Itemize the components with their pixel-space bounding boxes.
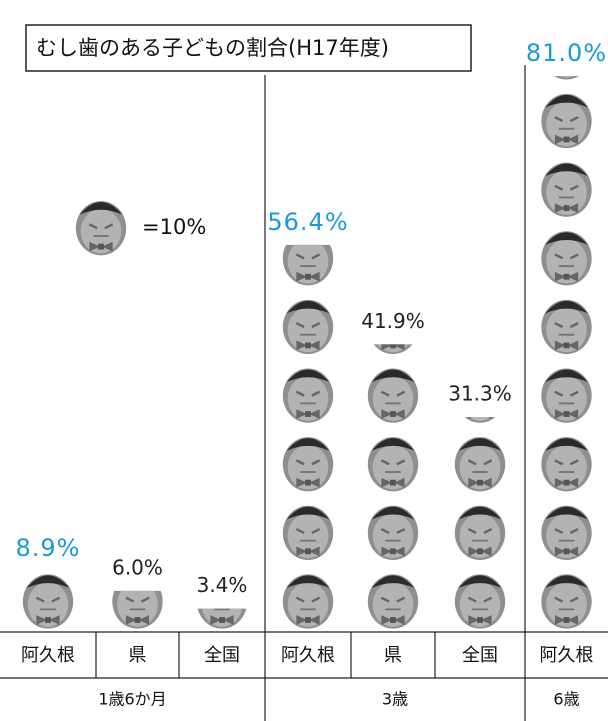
icon — [112, 574, 162, 628]
category-label: 全国 — [204, 645, 240, 666]
legend-icon — [76, 201, 126, 255]
icon — [283, 369, 333, 423]
icon — [455, 574, 505, 628]
group-label: 3歳 — [382, 690, 408, 709]
icon-bar — [455, 369, 505, 629]
icon — [541, 506, 591, 560]
category-label: 阿久根 — [540, 645, 594, 666]
icon-bar — [368, 300, 418, 629]
value-label: 3.4% — [197, 573, 248, 597]
icon — [541, 369, 591, 423]
value-label: 81.0% — [526, 39, 607, 67]
icon — [541, 163, 591, 217]
value-label: 31.3% — [448, 382, 512, 406]
icon — [541, 94, 591, 148]
group-label: 1歳6か月 — [98, 690, 166, 709]
icon — [283, 300, 333, 354]
icon — [368, 369, 418, 423]
category-label: 阿久根 — [21, 645, 75, 666]
group-label: 6歳 — [553, 690, 579, 709]
icon — [368, 506, 418, 560]
icon — [455, 506, 505, 560]
category-label: 全国 — [462, 645, 498, 666]
icon — [368, 437, 418, 491]
icon — [283, 506, 333, 560]
icon — [541, 437, 591, 491]
icon — [283, 574, 333, 628]
legend-label: =10% — [142, 215, 206, 239]
icon — [455, 437, 505, 491]
icon — [283, 231, 333, 285]
value-label: 41.9% — [361, 309, 425, 333]
icon-bar — [112, 574, 162, 628]
icon — [541, 231, 591, 285]
category-label: 県 — [129, 645, 147, 666]
value-label: 6.0% — [112, 555, 163, 579]
icon — [23, 574, 73, 628]
chart-title: むし歯のある子どもの割合(H17年度) — [36, 36, 389, 60]
icon — [541, 300, 591, 354]
value-label: 8.9% — [16, 534, 81, 562]
icon — [283, 437, 333, 491]
icon — [368, 574, 418, 628]
icon-bar — [23, 574, 73, 628]
category-label: 県 — [384, 645, 402, 666]
icon — [541, 574, 591, 628]
icon-bar — [283, 231, 333, 628]
value-label: 56.4% — [267, 208, 348, 236]
category-label: 阿久根 — [281, 645, 335, 666]
chart: むし歯のある子どもの割合(H17年度) =10% 1歳6か月 阿久根 8.9% 県 6.0… — [0, 0, 608, 721]
icon-bar — [541, 25, 591, 628]
